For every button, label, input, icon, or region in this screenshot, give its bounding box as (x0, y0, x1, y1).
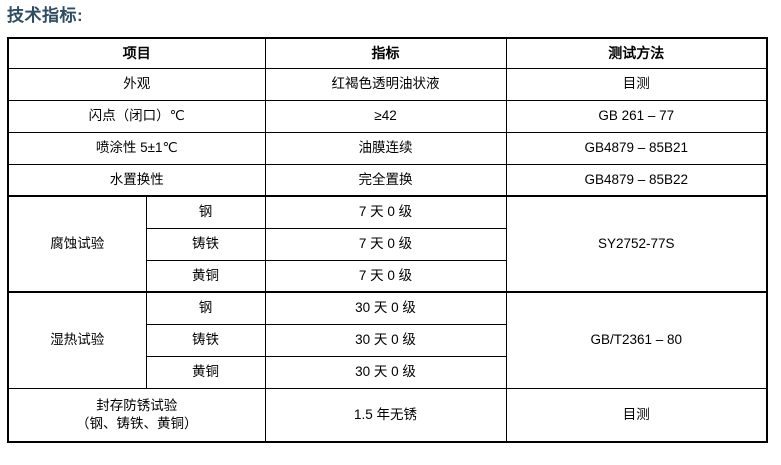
cell-item: 外观 (7, 67, 266, 101)
cell-material: 铸铁 (145, 227, 266, 261)
cell-index: 7 天 0 级 (264, 195, 507, 229)
table-row: 铸铁 30 天 0 级 (8, 323, 767, 357)
table-header-row: 项目 指标 测试方法 (7, 37, 768, 69)
cell-method: GB4879 – 85B22 (505, 163, 768, 197)
cell-item: 闪点（闭口）℃ (7, 99, 266, 133)
cell-material: 黄铜 (145, 355, 266, 389)
table-row: 喷涂性 5±1℃ 油膜连续 GB4879 – 85B21 (7, 131, 768, 165)
group-label-humidity-test: 湿热试验 (7, 291, 147, 389)
cell-item-storage-test: 封存防锈试验 （钢、铸铁、黄铜） (7, 387, 266, 443)
table-row: 闪点（闭口）℃ ≥42 GB 261 – 77 (7, 99, 768, 133)
table-row: 外观 红褐色透明油状液 目测 (7, 67, 768, 101)
cell-item-line1: 封存防锈试验 (96, 397, 178, 413)
cell-material: 铸铁 (145, 323, 266, 357)
column-header-method: 测试方法 (505, 37, 768, 69)
cell-item: 水置换性 (7, 163, 266, 197)
technical-specifications-table: 项目 指标 测试方法 外观 红褐色透明油状液 目测 闪点（闭口）℃ ≥42 GB… (7, 37, 768, 443)
column-header-index: 指标 (264, 37, 507, 69)
cell-item-line2: （钢、铸铁、黄铜） (76, 415, 198, 431)
cell-method: 目测 (505, 387, 768, 443)
table-row: 黄铜 7 天 0 级 (8, 259, 767, 293)
cell-material: 黄铜 (145, 259, 266, 293)
group-label-corrosion-test: 腐蚀试验 (7, 195, 147, 293)
cell-method: 目测 (505, 67, 768, 101)
cell-index: ≥42 (264, 99, 507, 133)
table-row: 铸铁 7 天 0 级 (8, 227, 767, 261)
table-row: 腐蚀试验 钢 7 天 0 级 SY2752-77S (7, 195, 768, 293)
page-title: 技术指标: (7, 6, 84, 25)
cell-method: GB 261 – 77 (505, 99, 768, 133)
spec-table-container: 项目 指标 测试方法 外观 红褐色透明油状液 目测 闪点（闭口）℃ ≥42 GB… (7, 37, 768, 443)
cell-item: 喷涂性 5±1℃ (7, 131, 266, 165)
cell-method: GB4879 – 85B21 (505, 131, 768, 165)
cell-index: 7 天 0 级 (264, 259, 507, 293)
cell-index: 30 天 0 级 (264, 355, 507, 389)
cell-index: 7 天 0 级 (264, 227, 507, 261)
cell-method: GB/T2361 – 80 (505, 291, 768, 389)
cell-index: 完全置换 (264, 163, 507, 197)
table-row: 黄铜 30 天 0 级 (8, 355, 767, 389)
cell-index: 30 天 0 级 (264, 323, 507, 357)
table-row: 封存防锈试验 （钢、铸铁、黄铜） 1.5 年无锈 目测 (7, 387, 768, 443)
cell-method: SY2752-77S (505, 195, 768, 293)
cell-index: 油膜连续 (264, 131, 507, 165)
cell-index: 红褐色透明油状液 (264, 67, 507, 101)
cell-material: 钢 (145, 195, 266, 229)
column-header-item: 项目 (7, 37, 266, 69)
cell-index: 30 天 0 级 (264, 291, 507, 325)
cell-index: 1.5 年无锈 (264, 387, 507, 443)
cell-material: 钢 (145, 291, 266, 325)
table-row: 湿热试验 钢 30 天 0 级 GB/T2361 – 80 (7, 291, 768, 389)
table-row: 水置换性 完全置换 GB4879 – 85B22 (7, 163, 768, 197)
